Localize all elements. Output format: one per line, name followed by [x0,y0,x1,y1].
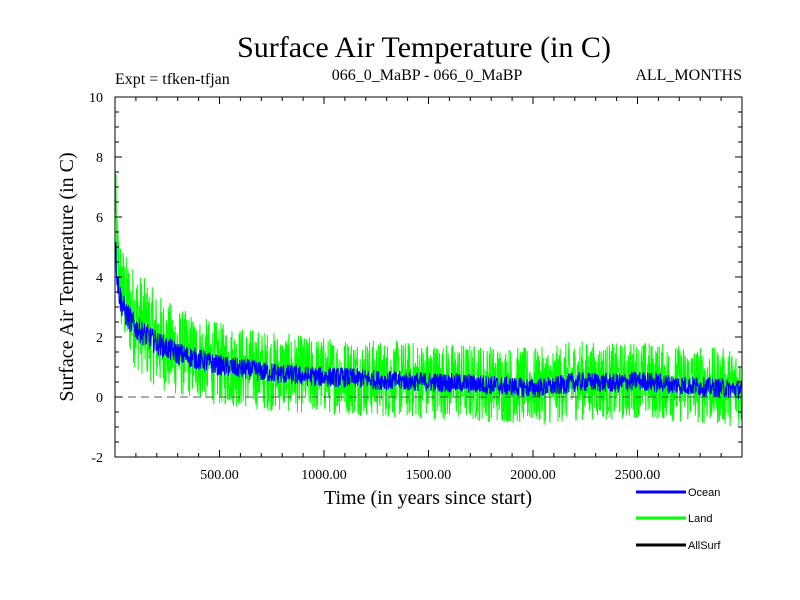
legend-label: Ocean [688,487,720,499]
legend-label: Land [688,513,712,525]
experiment-label: Expt = tfken-tfjan [115,71,230,88]
y-tick-label: 2 [96,331,103,346]
chart-legend: Ocean Land AllSurf [636,487,721,552]
x-tick-label: 1000.00 [301,468,347,483]
x-tick-label: 2500.00 [615,468,661,483]
y-tick-label: 4 [96,271,103,286]
series-line-land [114,173,743,427]
legend-entry-allsurf: AllSurf [636,540,721,552]
y-tick-label: 10 [89,91,103,106]
period-label: 066_0_MaBP - 066_0_MaBP [332,67,523,84]
y-tick-label: 8 [96,151,103,166]
y-tick-label: -2 [91,451,103,466]
y-tick-label: 0 [96,391,103,406]
legend-entry-land: Land [636,513,712,525]
x-axis-label: Time (in years since start) [324,487,532,509]
series-line-ocean [114,241,743,400]
legend-label: AllSurf [688,540,721,552]
x-tick-label: 1500.00 [406,468,452,483]
plot-data-layer [114,173,743,427]
chart-title: Surface Air Temperature (in C) [237,31,611,64]
x-tick-label: 500.00 [200,468,239,483]
axis-ticks: 500.00 1000.00 1500.00 2000.00 2500.00 -2 0 2 4 6… [89,91,742,483]
legend-entry-ocean: Ocean [636,487,720,499]
y-axis-label: Surface Air Temperature (in C) [56,152,78,401]
months-label: ALL_MONTHS [635,67,742,84]
y-tick-label: 6 [96,211,103,226]
x-tick-label: 2000.00 [510,468,556,483]
